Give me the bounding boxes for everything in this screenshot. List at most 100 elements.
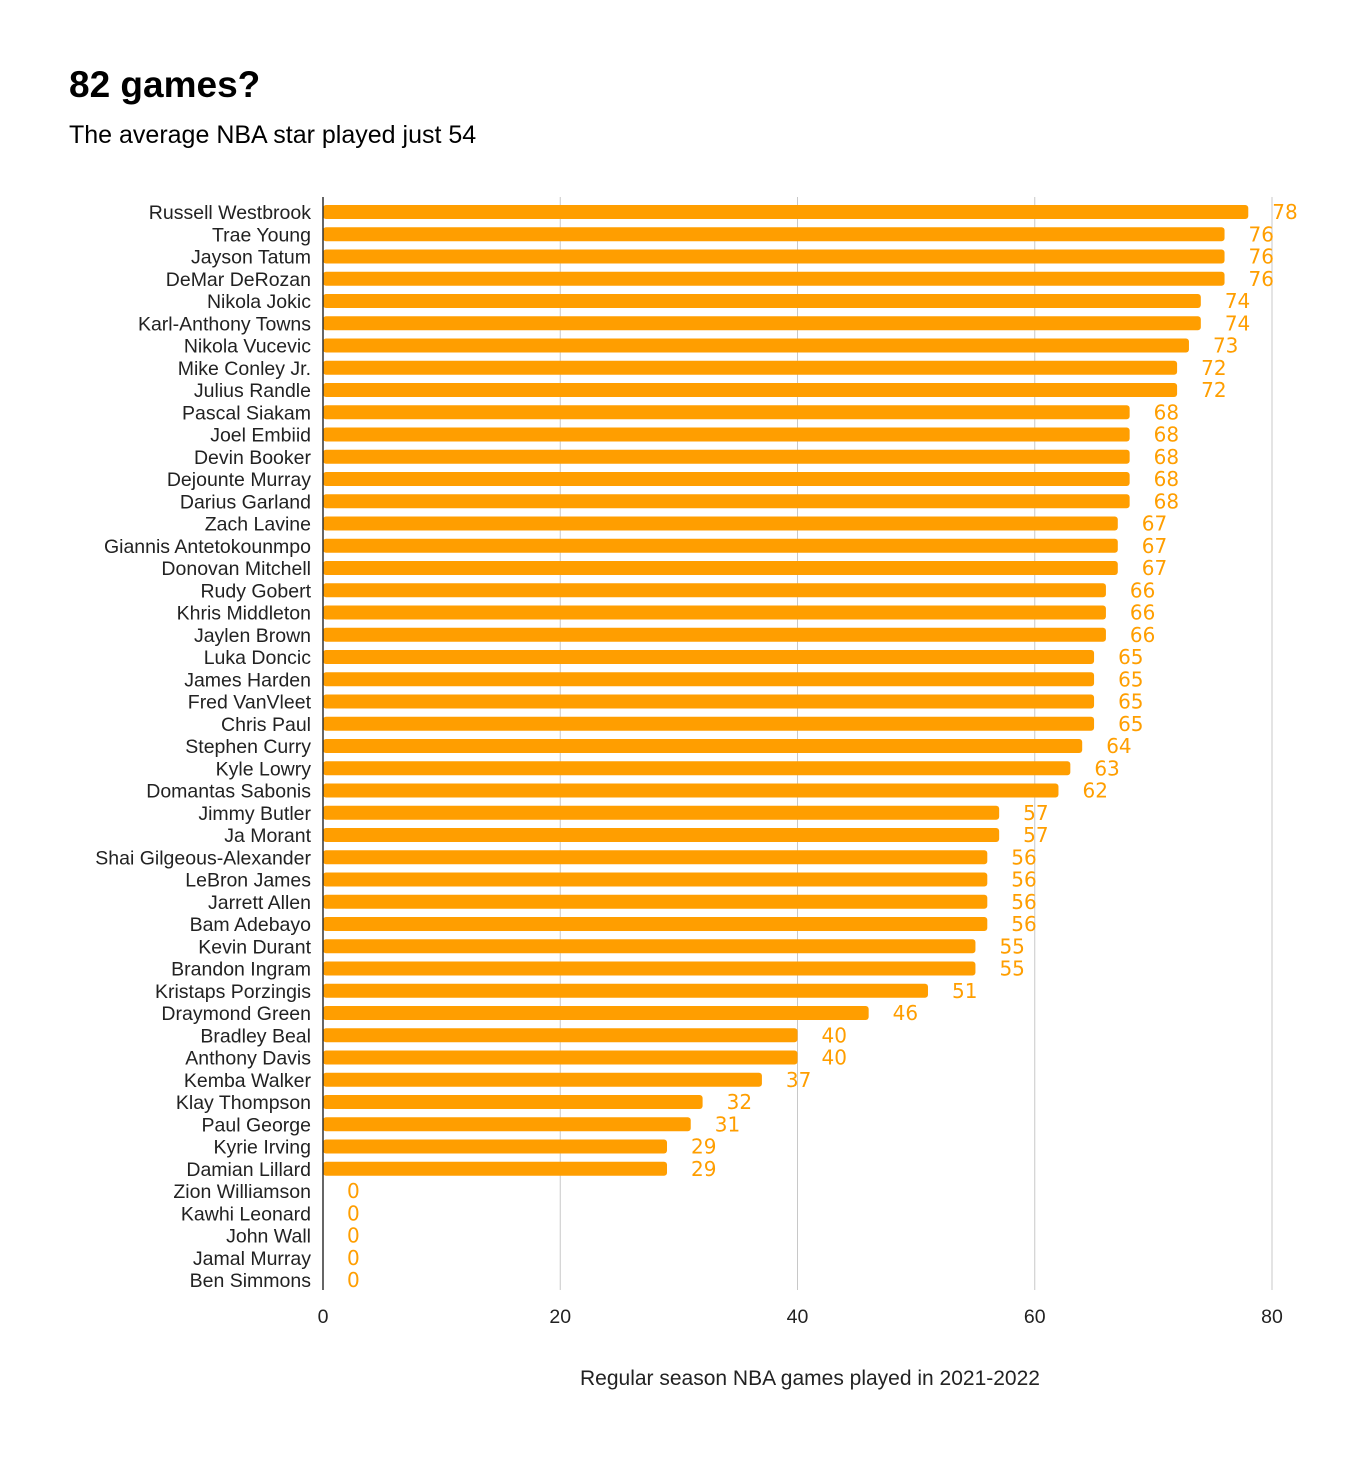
data-label: 68 [1154, 400, 1179, 424]
bar [323, 672, 1095, 687]
x-axis-ticks: 0 20 40 60 80 [318, 1306, 1283, 1328]
chart-subtitle: The average NBA star played just 54 [69, 121, 477, 149]
data-label: 65 [1118, 667, 1143, 691]
category-label: Zach Lavine [205, 514, 311, 536]
category-label: Nikola Vucevic [184, 336, 311, 358]
data-label: 72 [1201, 356, 1226, 380]
category-label: Kemba Walker [184, 1070, 312, 1092]
bar [323, 561, 1118, 575]
bar [323, 472, 1130, 486]
bar [323, 783, 1059, 798]
data-label: 55 [999, 957, 1024, 981]
data-label: 67 [1142, 556, 1167, 580]
bar [323, 1006, 869, 1020]
category-label: John Wall [226, 1226, 311, 1248]
category-label: Anthony Davis [185, 1048, 311, 1070]
bar [323, 1161, 668, 1176]
bar [323, 383, 1178, 397]
category-label: Zion Williamson [173, 1181, 311, 1203]
category-label: Dejounte Murray [167, 469, 311, 491]
bar [323, 761, 1071, 776]
category-label: Kyrie Irving [213, 1137, 311, 1159]
data-label: 56 [1011, 868, 1036, 892]
category-label: Kristaps Porzingis [155, 981, 311, 1003]
category-label: Donovan Mitchell [161, 558, 311, 580]
bar [323, 961, 976, 976]
bar [323, 427, 1130, 442]
bar [323, 850, 988, 865]
x-tick-label: 60 [1024, 1306, 1046, 1328]
bar [323, 1072, 762, 1087]
category-label: Darius Garland [180, 491, 311, 513]
bar [323, 650, 1095, 664]
data-label: 51 [952, 979, 977, 1003]
bar [323, 538, 1118, 553]
data-label: 63 [1094, 756, 1119, 780]
bar [323, 449, 1130, 464]
bar [323, 516, 1118, 531]
bar [323, 1139, 668, 1154]
bar [323, 249, 1225, 264]
data-label: 55 [999, 934, 1024, 958]
data-label: 37 [786, 1068, 811, 1092]
data-label: 29 [691, 1157, 716, 1181]
category-label: Ben Simmons [190, 1270, 312, 1292]
category-label: Trae Young [212, 224, 311, 246]
data-label: 74 [1225, 289, 1250, 313]
x-tick-label: 20 [549, 1306, 571, 1328]
category-label: Paul George [202, 1114, 312, 1136]
bar [323, 694, 1095, 709]
bar [323, 894, 988, 909]
bar [323, 1028, 798, 1043]
bar [323, 1095, 703, 1109]
data-label: 0 [347, 1246, 360, 1270]
bar [323, 872, 988, 887]
data-label: 72 [1201, 378, 1226, 402]
data-label: 56 [1011, 912, 1036, 936]
data-label: 76 [1249, 245, 1274, 269]
category-label: Joel Embiid [210, 425, 311, 447]
bar [323, 627, 1106, 642]
data-label: 56 [1011, 845, 1036, 869]
category-label: Julius Randle [194, 380, 311, 402]
category-label: Nikola Jokic [207, 291, 311, 313]
bar [323, 338, 1189, 353]
category-label: Bradley Beal [200, 1025, 311, 1047]
data-label: 73 [1213, 334, 1238, 358]
bar [323, 294, 1201, 308]
category-label: Bam Adebayo [190, 914, 312, 936]
category-label: Jayson Tatum [191, 247, 311, 269]
data-label: 29 [691, 1135, 716, 1159]
bar [323, 605, 1106, 620]
data-label: 0 [347, 1268, 360, 1292]
data-label: 40 [822, 1023, 847, 1047]
data-label: 31 [715, 1112, 740, 1136]
category-label: Rudy Gobert [200, 580, 311, 602]
category-label: Karl-Anthony Towns [138, 313, 311, 335]
bar [323, 716, 1095, 731]
data-label: 68 [1154, 467, 1179, 491]
data-label: 76 [1249, 267, 1274, 291]
bar [323, 494, 1130, 509]
category-label: Russell Westbrook [149, 202, 311, 224]
bar [323, 1117, 691, 1132]
category-label: Jarrett Allen [208, 892, 311, 914]
x-tick-label: 40 [787, 1306, 809, 1328]
data-label: 74 [1225, 311, 1250, 335]
bar [323, 271, 1225, 286]
data-label: 32 [727, 1090, 752, 1114]
data-label: 68 [1154, 445, 1179, 469]
category-label: Jamal Murray [193, 1248, 311, 1270]
category-label: Draymond Green [161, 1003, 311, 1025]
data-label: 64 [1106, 734, 1131, 758]
bar [323, 227, 1225, 242]
data-label: 40 [822, 1046, 847, 1070]
bar [323, 405, 1130, 420]
category-label: LeBron James [185, 870, 311, 892]
category-label: Jaylen Brown [194, 625, 311, 647]
data-label: 67 [1142, 512, 1167, 536]
category-label: Jimmy Butler [198, 803, 311, 825]
chart-title: 82 games? [69, 64, 261, 105]
